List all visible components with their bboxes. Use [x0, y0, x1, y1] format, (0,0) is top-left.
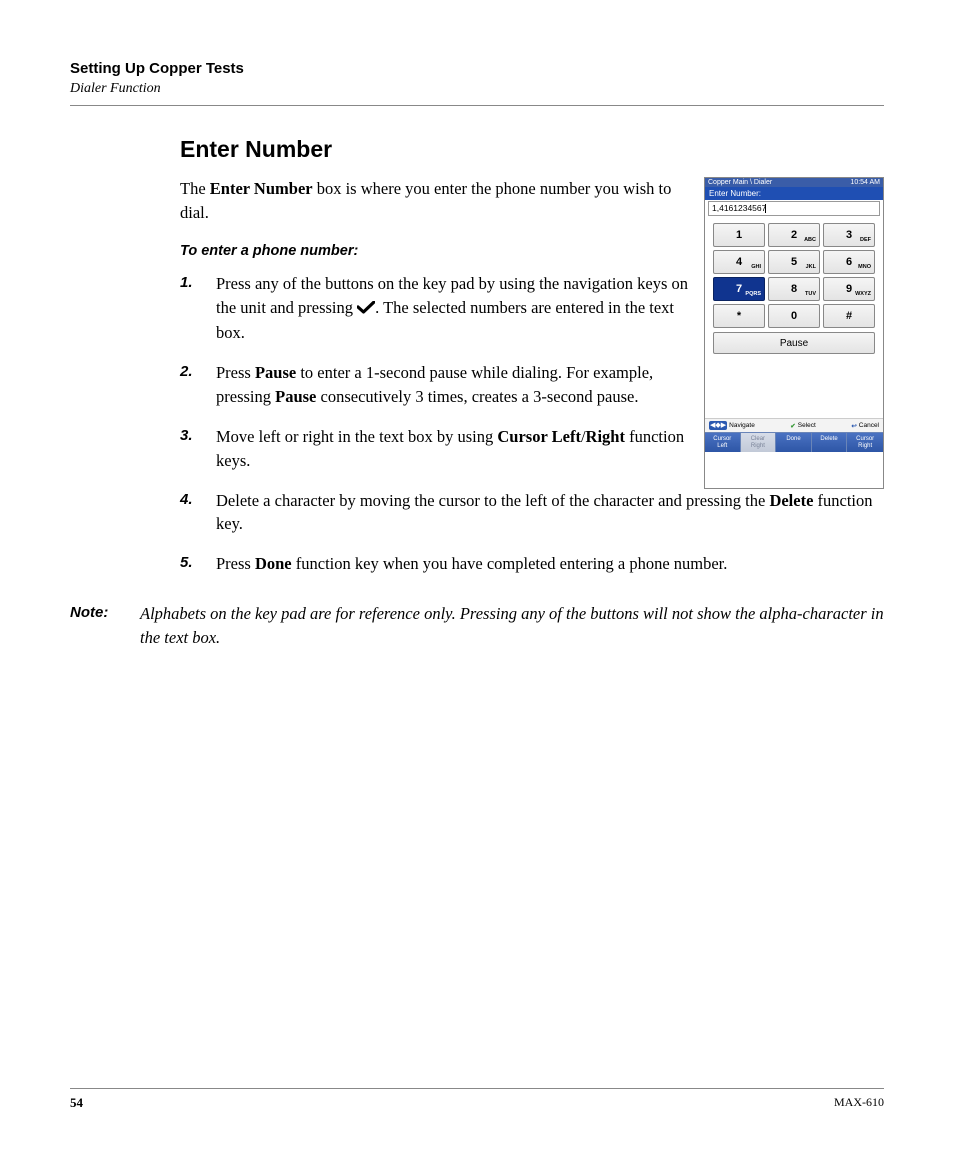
step2-a: Press — [216, 363, 255, 382]
keypad-key-*: * — [713, 304, 765, 328]
step4-a: Delete a character by moving the cursor … — [216, 491, 769, 510]
device-screenshot: Copper Main \ Dialer 10:54 AM Enter Numb… — [704, 177, 884, 489]
step-5: Press Done function key when you have co… — [180, 552, 884, 576]
note-label: Note: — [70, 602, 126, 650]
header-rule — [70, 105, 884, 106]
back-arrow-icon: ↩ — [851, 422, 856, 430]
nav-navigate-label: Navigate — [729, 422, 755, 429]
step3-a: Move left or right in the text box by us… — [216, 427, 497, 446]
nav-navigate: ◀◆▶Navigate — [709, 421, 755, 430]
keypad-key-1: 1 — [713, 223, 765, 247]
text-cursor-icon — [765, 204, 766, 213]
note-text: Alphabets on the key pad are for referen… — [140, 602, 884, 650]
keypad-key-0: 0 — [768, 304, 820, 328]
model-number: MAX-610 — [834, 1095, 884, 1111]
note-block: Note: Alphabets on the key pad are for r… — [70, 602, 884, 650]
keypad-key-7: 7PQRS — [713, 277, 765, 301]
step5-a: Press — [216, 554, 255, 573]
chapter-subtitle: Dialer Function — [70, 81, 884, 97]
nav-select: ✔Select — [790, 422, 816, 430]
intro-paragraph: The Enter Number box is where you enter … — [180, 177, 694, 225]
nav-arrows-icon: ◀◆▶ — [709, 421, 727, 430]
device-input-value: 1,4161234567 — [712, 203, 766, 213]
keypad-key-5: 5JKL — [768, 250, 820, 274]
device-nav-bar: ◀◆▶Navigate ✔Select ↩Cancel — [705, 418, 883, 432]
device-title-right: 10:54 AM — [850, 179, 880, 186]
nav-cancel: ↩Cancel — [851, 422, 879, 430]
intro-pre: The — [180, 179, 210, 198]
device-title-left: Copper Main \ Dialer — [708, 179, 772, 186]
step3-d: Right — [586, 427, 625, 446]
device-field-label: Enter Number: — [705, 187, 883, 200]
checkmark-icon — [357, 297, 375, 321]
nav-cancel-label: Cancel — [859, 422, 879, 429]
step5-c: function key when you have completed ent… — [292, 554, 728, 573]
step3-b: Cursor Left — [497, 427, 581, 446]
device-pause-key: Pause — [713, 332, 875, 354]
step2-d: Pause — [275, 387, 316, 406]
step5-b: Done — [255, 554, 292, 573]
chapter-title: Setting Up Copper Tests — [70, 60, 884, 77]
footer-rule — [70, 1088, 884, 1089]
device-titlebar: Copper Main \ Dialer 10:54 AM — [705, 178, 883, 187]
keypad-key-9: 9WXYZ — [823, 277, 875, 301]
step2-e: consecutively 3 times, creates a 3-secon… — [316, 387, 638, 406]
keypad-key-4: 4GHI — [713, 250, 765, 274]
softkey-4: CursorRight — [847, 433, 883, 452]
intro-bold: Enter Number — [210, 179, 313, 198]
steps-list: Press any of the buttons on the key pad … — [180, 272, 694, 473]
nav-select-label: Select — [798, 422, 816, 429]
softkey-0: CursorLeft — [705, 433, 741, 452]
step-3: Move left or right in the text box by us… — [180, 425, 694, 473]
steps-list-cont: Delete a character by moving the cursor … — [180, 489, 884, 577]
keypad-key-3: 3DEF — [823, 223, 875, 247]
keypad-key-8: 8TUV — [768, 277, 820, 301]
device-softkeys: CursorLeftClearRightDoneDeleteCursorRigh… — [705, 432, 883, 452]
softkey-3: Delete — [812, 433, 848, 452]
procedure-heading: To enter a phone number: — [180, 241, 694, 262]
page-number: 54 — [70, 1095, 83, 1111]
section-title: Enter Number — [180, 136, 884, 163]
step4-b: Delete — [769, 491, 813, 510]
step-4: Delete a character by moving the cursor … — [180, 489, 884, 537]
page-footer: 54 MAX-610 — [70, 1088, 884, 1111]
step-2: Press Pause to enter a 1-second pause wh… — [180, 361, 694, 409]
keypad-key-6: 6MNO — [823, 250, 875, 274]
step-1: Press any of the buttons on the key pad … — [180, 272, 694, 345]
softkey-2: Done — [776, 433, 812, 452]
step2-b: Pause — [255, 363, 296, 382]
check-icon: ✔ — [790, 422, 795, 430]
device-input: 1,4161234567 — [708, 201, 880, 216]
keypad-key-2: 2ABC — [768, 223, 820, 247]
softkey-1: ClearRight — [741, 433, 777, 452]
keypad-key-#: # — [823, 304, 875, 328]
device-keypad: 12ABC3DEF 4GHI5JKL6MNO 7PQRS8TUV9WXYZ *0# — [705, 217, 883, 332]
device-blank-area — [705, 360, 883, 418]
